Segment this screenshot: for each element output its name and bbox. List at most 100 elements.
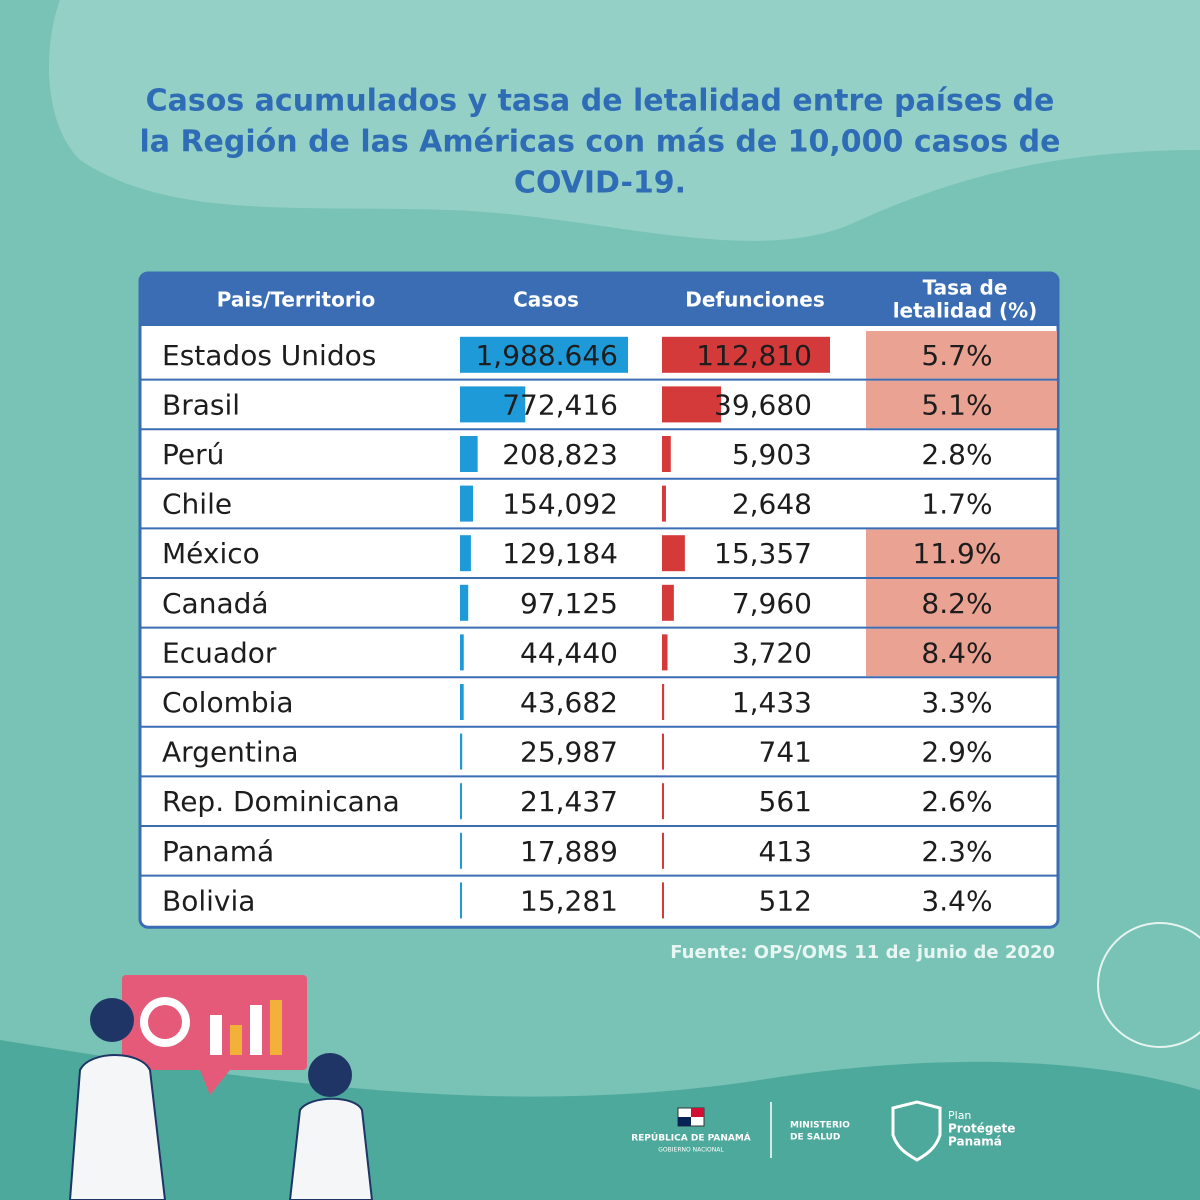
deaths-bar xyxy=(662,386,722,423)
virus xyxy=(148,1005,182,1039)
deaths: 5,903 xyxy=(732,438,812,471)
country: Chile xyxy=(162,488,232,521)
deaths: 112,810 xyxy=(696,339,812,372)
flag-part xyxy=(691,1108,704,1117)
header-cell: Defunciones xyxy=(685,288,825,312)
fatality-rate: 3.3% xyxy=(921,686,992,719)
fatality-rate: 5.1% xyxy=(921,388,992,421)
cases: 21,437 xyxy=(520,785,618,818)
cases-bar xyxy=(460,832,462,869)
doctor-body xyxy=(68,1054,167,1200)
deaths-bar xyxy=(662,485,666,522)
header-cell: Pais/Territorio xyxy=(217,288,376,312)
cases: 44,440 xyxy=(520,636,618,669)
header-cell: Casos xyxy=(513,288,579,312)
country: Argentina xyxy=(162,736,299,769)
cases-bar xyxy=(460,485,474,522)
cases: 15,281 xyxy=(520,884,618,917)
header-bg xyxy=(140,273,1058,326)
icon-bar xyxy=(250,1005,262,1055)
logos: REPÚBLICA DE PANAMÁ GOBIERNO NACIONAL MI… xyxy=(631,1100,1015,1162)
deaths: 1,433 xyxy=(732,686,812,719)
deaths-bar xyxy=(662,634,668,671)
rate-highlight xyxy=(866,331,1057,379)
illustration xyxy=(68,975,374,1200)
cases: 43,682 xyxy=(520,686,618,719)
shield xyxy=(891,1100,942,1162)
deaths: 413 xyxy=(759,835,812,868)
rate-highlight xyxy=(866,529,1057,577)
rate-highlight xyxy=(866,579,1057,627)
cases-bar xyxy=(460,535,471,572)
cases: 129,184 xyxy=(502,537,618,570)
country: México xyxy=(162,537,260,570)
country: Canadá xyxy=(162,587,269,620)
title-line: la Región de las Américas con más de 10,… xyxy=(139,125,1060,160)
cases: 17,889 xyxy=(520,835,618,868)
deaths-bar xyxy=(662,584,674,621)
cases: 1,988.646 xyxy=(475,339,618,372)
country: Rep. Dominicana xyxy=(162,785,400,818)
cases: 154,092 xyxy=(502,488,618,521)
fatality-rate: 2.6% xyxy=(921,785,992,818)
deaths: 39,680 xyxy=(714,388,812,421)
header-cell: Tasa de xyxy=(923,276,1008,300)
country: Estados Unidos xyxy=(162,339,376,372)
country: Perú xyxy=(162,438,224,471)
cases-bar xyxy=(460,386,526,423)
country: Bolivia xyxy=(162,884,255,917)
background-blob xyxy=(48,0,1200,241)
fatality-rate: 5.7% xyxy=(921,339,992,372)
deaths: 561 xyxy=(759,785,812,818)
country: Colombia xyxy=(162,686,294,719)
board-tail xyxy=(200,1070,230,1095)
fatality-rate: 8.4% xyxy=(921,636,992,669)
cases: 97,125 xyxy=(520,587,618,620)
logo-text: REPÚBLICA DE PANAMÁ xyxy=(631,1132,751,1144)
deaths: 741 xyxy=(759,736,812,769)
doctor-head xyxy=(308,1053,352,1097)
cases-bar xyxy=(460,336,628,373)
deaths-bar xyxy=(662,436,671,472)
source: Fuente: OPS/OMS 11 de junio de 2020 xyxy=(670,942,1055,963)
cases-bar xyxy=(460,882,462,919)
deaths-bar xyxy=(662,336,830,373)
cases: 772,416 xyxy=(502,388,618,421)
logo-text: Panamá xyxy=(948,1135,1002,1149)
fatality-rate: 2.3% xyxy=(921,835,992,868)
fatality-rate: 8.2% xyxy=(921,587,992,620)
deaths-bar xyxy=(662,684,665,720)
logo-text: DE SALUD xyxy=(790,1133,840,1143)
deaths-bar xyxy=(662,832,664,869)
country: Ecuador xyxy=(162,636,277,669)
cases: 25,987 xyxy=(520,736,618,769)
cases-bar xyxy=(460,783,462,820)
table: Pais/Territorio Casos Defunciones Tasa dele… xyxy=(138,271,1060,929)
logo-text: Plan xyxy=(948,1109,971,1122)
deaths-bar xyxy=(662,882,664,919)
icon-bar xyxy=(230,1025,242,1055)
deaths-bar xyxy=(662,535,685,572)
deaths: 7,960 xyxy=(732,587,812,620)
cases: 208,823 xyxy=(502,438,618,471)
deaths: 3,720 xyxy=(732,636,812,669)
deaths-bar xyxy=(662,733,664,770)
fatality-rate: 11.9% xyxy=(913,537,1002,570)
fatality-rate: 3.4% xyxy=(921,884,992,917)
country: Panamá xyxy=(162,835,274,868)
deaths: 512 xyxy=(759,884,812,917)
logo-text: MINISTERIO xyxy=(790,1121,850,1131)
flag-part xyxy=(678,1117,691,1126)
title-line: COVID-19. xyxy=(514,166,686,201)
icon-bar xyxy=(270,1000,282,1055)
fatality-rate: 2.8% xyxy=(921,438,992,471)
deaths: 2,648 xyxy=(732,488,812,521)
doctor-body xyxy=(288,1097,374,1200)
rate-highlight xyxy=(866,380,1057,429)
cases-bar xyxy=(460,684,464,720)
logo-text: GOBIERNO NACIONAL xyxy=(658,1147,724,1154)
cases-bar xyxy=(460,634,464,671)
title-line: Casos acumulados y tasa de letalidad ent… xyxy=(146,84,1055,119)
deaths: 15,357 xyxy=(714,537,812,570)
